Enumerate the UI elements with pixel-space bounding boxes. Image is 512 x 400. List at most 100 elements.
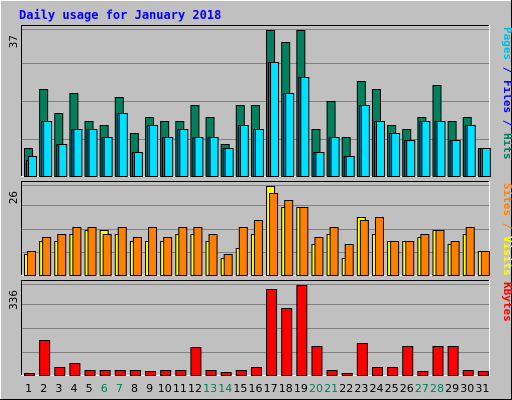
x-tick-label-5: 5	[86, 382, 93, 395]
bar-pages-25	[391, 133, 401, 177]
bar-sites-29	[450, 241, 460, 276]
y-max-label-kbytes: 336	[7, 290, 20, 310]
bar-pages-24	[375, 121, 385, 177]
bar-kbytes-28	[432, 346, 444, 376]
bar-pages-7	[118, 113, 128, 177]
x-tick-label-14: 14	[218, 382, 232, 395]
bar-sites-8	[132, 237, 142, 276]
bar-kbytes-22	[341, 373, 353, 376]
bar-sites-31	[480, 251, 490, 276]
x-tick-label-31: 31	[475, 382, 489, 395]
bar-sites-11	[178, 227, 188, 276]
bar-pages-20	[315, 152, 325, 177]
bar-pages-18	[285, 93, 295, 177]
x-tick-label-16: 16	[249, 382, 263, 395]
bar-sites-30	[465, 227, 475, 276]
bar-pages-15	[239, 125, 249, 177]
bar-kbytes-12	[190, 347, 202, 376]
right-label-part: /	[501, 60, 512, 80]
bar-kbytes-3	[54, 367, 66, 376]
bar-sites-2	[42, 237, 52, 276]
bar-kbytes-7	[114, 370, 126, 376]
bar-kbytes-11	[175, 370, 187, 376]
bar-kbytes-8	[129, 370, 141, 376]
bar-pages-30	[466, 125, 476, 177]
bar-sites-14	[223, 254, 233, 276]
bar-sites-20	[314, 237, 324, 276]
right-label-part: Sites	[501, 183, 512, 216]
x-tick-label-13: 13	[203, 382, 217, 395]
bar-pages-9	[149, 125, 159, 177]
bar-sites-10	[163, 237, 173, 276]
bar-sites-6	[102, 234, 112, 276]
x-tick-label-30: 30	[460, 382, 474, 395]
x-tick-label-25: 25	[385, 382, 399, 395]
bar-pages-2	[43, 121, 53, 177]
bar-pages-31	[481, 148, 491, 177]
bar-kbytes-27	[417, 371, 429, 376]
right-label-part: Files	[501, 80, 512, 113]
x-tick-label-18: 18	[279, 382, 293, 395]
x-tick-label-3: 3	[55, 382, 62, 395]
bar-sites-5	[87, 227, 97, 276]
bar-sites-12	[193, 227, 203, 276]
bar-pages-23	[360, 105, 370, 177]
bar-pages-13	[209, 137, 219, 177]
bar-sites-28	[435, 230, 445, 276]
bar-pages-26	[406, 140, 416, 177]
bar-kbytes-6	[99, 370, 111, 376]
bar-pages-29	[451, 140, 461, 177]
x-tick-label-1: 1	[25, 382, 32, 395]
bar-kbytes-23	[356, 343, 368, 376]
x-tick-label-17: 17	[264, 382, 278, 395]
bar-sites-19	[299, 207, 309, 276]
bar-kbytes-15	[235, 370, 247, 376]
bar-kbytes-25	[387, 367, 399, 376]
bar-kbytes-19	[296, 285, 308, 376]
right-label-part: /	[501, 113, 512, 133]
x-tick-label-21: 21	[324, 382, 338, 395]
bar-pages-11	[179, 129, 189, 177]
x-tick-label-24: 24	[370, 382, 384, 395]
x-tick-label-20: 20	[309, 382, 323, 395]
bar-pages-27	[421, 121, 431, 177]
bar-pages-10	[164, 137, 174, 177]
bar-kbytes-10	[160, 370, 172, 376]
bar-pages-17	[270, 62, 280, 177]
x-tick-label-28: 28	[430, 382, 444, 395]
bar-sites-26	[405, 241, 415, 276]
x-tick-label-10: 10	[158, 382, 172, 395]
x-tick-label-7: 7	[116, 382, 123, 395]
chart-title: Daily usage for January 2018	[19, 8, 221, 22]
x-tick-label-26: 26	[400, 382, 414, 395]
y-max-label-visits_sites: 26	[7, 191, 20, 204]
x-tick-label-4: 4	[70, 382, 77, 395]
right-label-visits_sites: Sites / Visits	[501, 183, 512, 276]
right-label-part: Visits	[501, 236, 512, 276]
bar-pages-5	[88, 129, 98, 177]
bar-pages-8	[133, 152, 143, 177]
bar-sites-21	[329, 227, 339, 276]
bar-kbytes-17	[266, 289, 278, 376]
right-label-kbytes: KBytes	[501, 282, 512, 322]
x-tick-label-23: 23	[354, 382, 368, 395]
bar-kbytes-14	[220, 372, 232, 376]
right-label-hits_files_pages: Pages / Files / Hits	[501, 27, 512, 160]
bar-sites-18	[284, 200, 294, 276]
right-label-part: /	[501, 216, 512, 236]
bar-pages-22	[345, 156, 355, 177]
bar-kbytes-20	[311, 346, 323, 376]
bar-kbytes-31	[477, 371, 489, 376]
x-tick-label-11: 11	[173, 382, 187, 395]
bar-sites-15	[238, 227, 248, 276]
bar-pages-16	[254, 129, 264, 177]
bar-pages-28	[436, 121, 446, 177]
bar-sites-22	[344, 244, 354, 276]
bar-pages-6	[103, 137, 113, 177]
bar-sites-1	[27, 251, 36, 276]
bar-sites-16	[253, 220, 263, 276]
x-tick-label-9: 9	[146, 382, 153, 395]
right-label-part: KBytes	[501, 282, 512, 322]
right-label-part: Hits	[501, 133, 512, 160]
bar-kbytes-26	[402, 346, 414, 376]
